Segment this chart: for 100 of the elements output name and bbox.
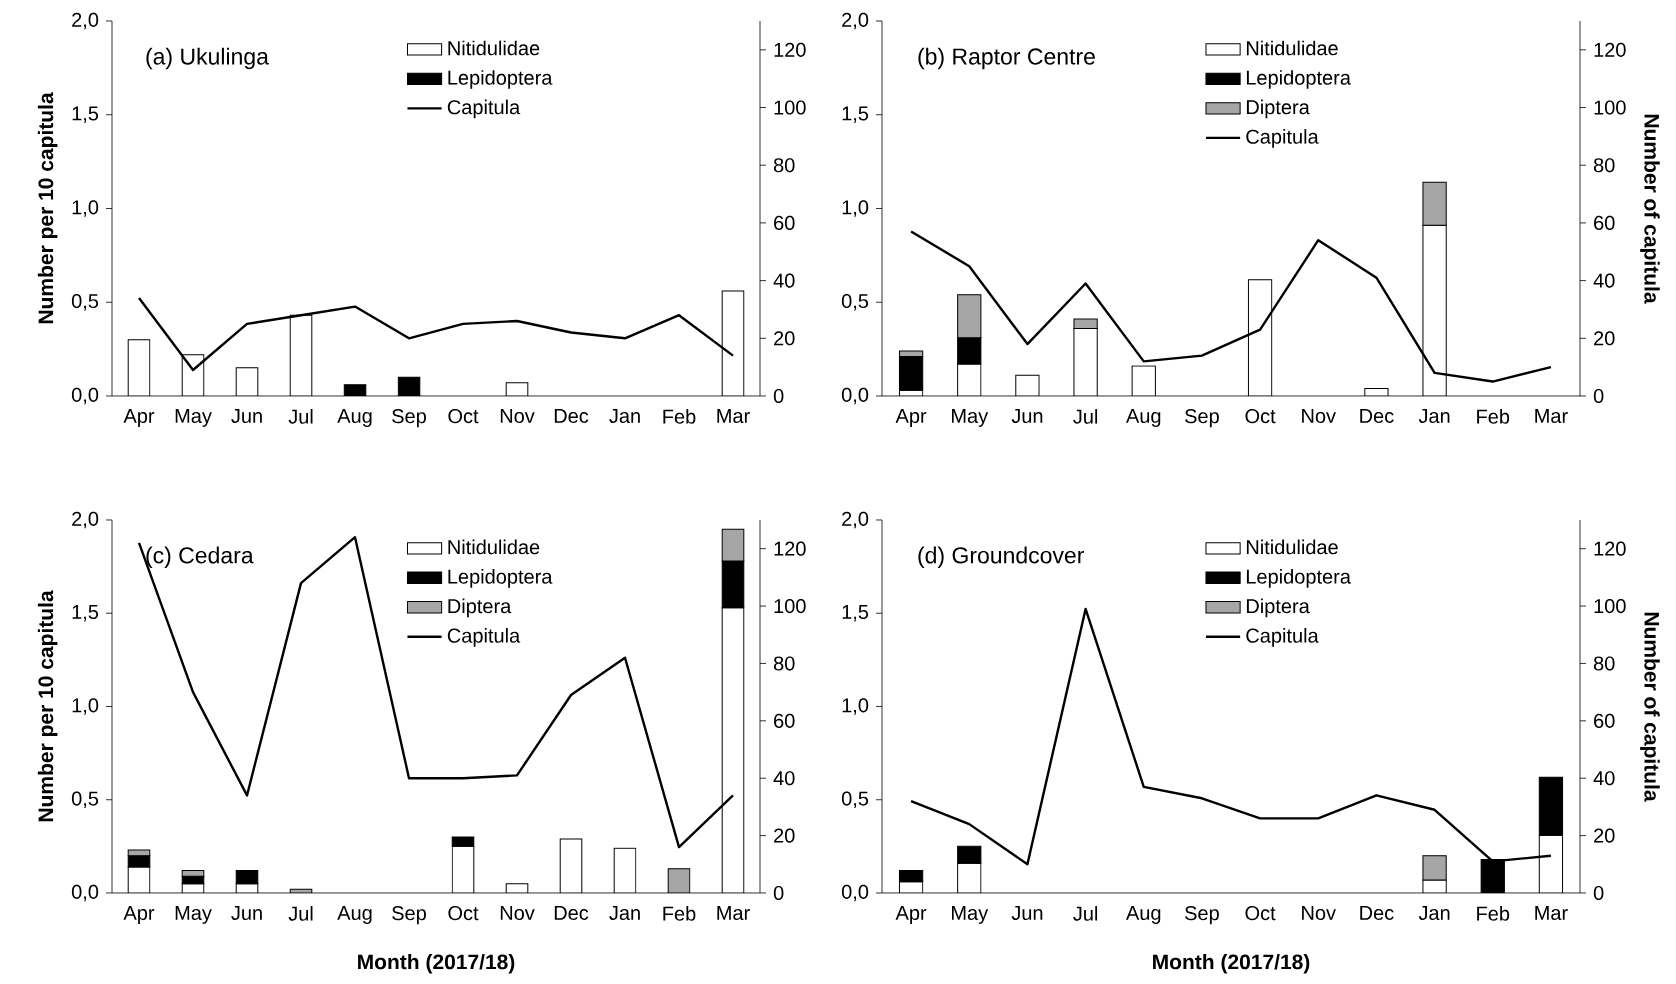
x-tick-label: Aug (1126, 906, 1161, 924)
y2-tick-label: 100 (774, 100, 806, 115)
x-tick-label: May (952, 906, 989, 924)
legend-label: Diptera (1246, 99, 1310, 119)
x-tick-label: Jun (1011, 409, 1043, 423)
y-tick-label: 0,0 (841, 387, 869, 405)
y2-tick-label: 80 (1593, 158, 1615, 173)
x-tick-label: Aug (337, 906, 372, 924)
x-tick-label: Apr (895, 906, 927, 924)
x-tick-label: Dec (554, 906, 589, 920)
x-tick-label: Oct (1245, 409, 1276, 424)
y2-tick-label: 20 (774, 331, 795, 346)
y-tick-label: 1,0 (842, 698, 869, 715)
x-axis-title: Month (2017/18) (358, 953, 515, 974)
y2-tick-label: 0 (1593, 885, 1604, 901)
x-tick-label: Aug (1126, 409, 1161, 427)
y2-tick-label: 80 (773, 158, 795, 173)
y-tick-label: 0,0 (841, 884, 869, 902)
legend-label: Capitula (447, 99, 521, 119)
y-tick-label: 1,5 (72, 106, 99, 123)
x-tick-label: Feb (663, 409, 696, 424)
x-tick-label: Feb (1477, 409, 1510, 424)
text: (c) Cedara (146, 546, 254, 569)
y-tick-label: 0,0 (71, 884, 99, 902)
y-tick-label: 2,0 (72, 511, 99, 529)
x-tick-label: Oct (448, 906, 479, 921)
y-tick-label: 0,5 (841, 791, 869, 809)
y-tick-label: 2,0 (72, 12, 99, 30)
x-tick-label: Jun (1011, 906, 1043, 920)
x-tick-label: Jan (609, 409, 640, 423)
y-tick-label: 0,5 (71, 293, 99, 311)
legend-label: Lepidoptera (448, 70, 553, 89)
y2-tick-label: 60 (774, 215, 795, 230)
y-axis-title: Number per 10 capitula (37, 92, 58, 324)
x-tick-label: Jul (1073, 906, 1098, 921)
x-tick-label: Jun (231, 409, 262, 423)
legend-label: Nitidulidae (448, 539, 540, 555)
y2-tick-label: 100 (1594, 598, 1626, 614)
y2-tick-label: 120 (1594, 541, 1626, 556)
x-tick-label: Mar (1535, 409, 1568, 423)
legend-label: Capitula (1246, 129, 1319, 148)
x-tick-label: Apr (895, 409, 927, 427)
x-tick-label: Dec (554, 409, 589, 423)
y2-tick-label: 40 (1593, 771, 1615, 786)
x-tick-label: Nov (1302, 906, 1336, 920)
y2-tick-label: 120 (774, 541, 806, 556)
y2-tick-label: 20 (774, 828, 795, 843)
x-tick-label: Aug (337, 409, 372, 427)
x-tick-label: Sep (392, 409, 426, 428)
y-tick-label: 2,0 (842, 12, 869, 30)
x-tick-label: Jan (1418, 409, 1450, 423)
x-tick-label: May (952, 409, 989, 427)
x-tick-label: Nov (500, 409, 535, 423)
x-tick-label: Oct (448, 409, 479, 424)
x-tick-label: Mar (717, 906, 750, 920)
y-axis-title: Number per 10 capitula (37, 590, 58, 822)
x-axis-title: Month (2017/18) (1153, 953, 1310, 974)
text: (d) Groundcover (918, 546, 1085, 569)
legend-label: Diptera (1246, 598, 1310, 618)
y2-axis-title: Number of capitula (1640, 114, 1660, 304)
y-tick-label: 0,5 (841, 293, 869, 311)
y2-tick-label: 40 (773, 273, 795, 288)
x-tick-label: Jan (1418, 906, 1450, 920)
x-tick-label: Jul (288, 906, 313, 921)
y2-axis-title: Number of capitula (1640, 612, 1660, 802)
y-tick-label: 1,5 (842, 106, 869, 123)
y-tick-label: 2,0 (842, 511, 869, 529)
y2-tick-label: 100 (1594, 100, 1626, 115)
x-tick-label: Sep (392, 906, 426, 925)
x-tick-label: Nov (1302, 409, 1336, 423)
y2-tick-label: 40 (773, 771, 795, 786)
legend-label: Diptera (448, 598, 512, 618)
y-tick-label: 0,5 (71, 791, 99, 809)
x-tick-label: Apr (123, 409, 155, 427)
y2-tick-label: 120 (1594, 42, 1626, 57)
y2-tick-label: 0 (773, 388, 784, 404)
legend-label: Lepidoptera (1246, 569, 1351, 588)
y2-tick-label: 20 (1594, 331, 1615, 346)
x-tick-label: Mar (717, 409, 750, 423)
y2-tick-label: 20 (1594, 828, 1615, 843)
y2-tick-label: 0 (1593, 388, 1604, 404)
x-tick-label: Feb (663, 906, 696, 921)
legend-label: Lepidoptera (448, 569, 553, 588)
x-tick-label: Apr (123, 906, 155, 924)
x-tick-label: Jul (1073, 409, 1098, 424)
y2-tick-label: 100 (774, 598, 806, 614)
y-tick-label: 1,5 (842, 605, 869, 622)
y-tick-label: 1,0 (72, 698, 99, 715)
x-tick-label: Mar (1535, 906, 1568, 920)
x-tick-label: Jan (609, 906, 640, 920)
x-tick-label: Feb (1477, 906, 1510, 921)
x-tick-label: Dec (1360, 906, 1394, 920)
y-tick-label: 1,0 (842, 200, 869, 217)
x-tick-label: May (175, 409, 212, 427)
y-tick-label: 0,0 (71, 387, 99, 405)
x-tick-label: Jul (288, 409, 313, 424)
legend-label: Capitula (447, 628, 521, 647)
legend-label: Capitula (1246, 628, 1319, 647)
y2-tick-label: 60 (1594, 713, 1615, 728)
legend-label: Lepidoptera (1246, 70, 1351, 89)
